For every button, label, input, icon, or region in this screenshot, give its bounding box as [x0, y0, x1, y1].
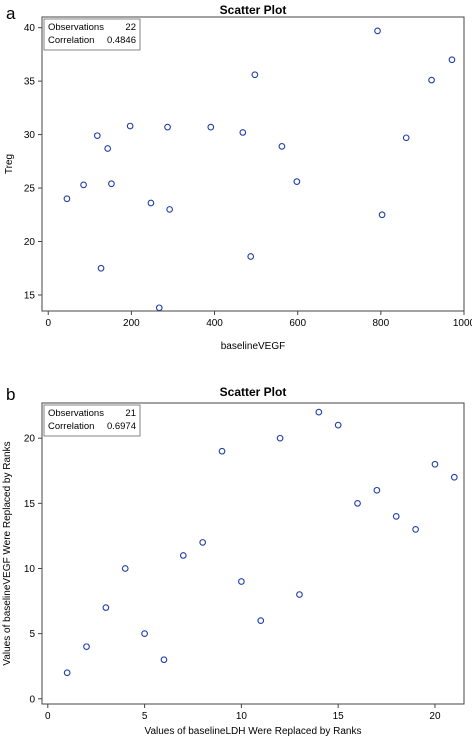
- x-axis-label: Values of baselineLDH Were Replaced by R…: [145, 726, 362, 737]
- x-tick-label: 5: [142, 711, 148, 722]
- chart-title: Scatter Plot: [220, 3, 287, 17]
- stat-value: 0.4846: [107, 35, 136, 46]
- y-tick-label: 20: [24, 237, 36, 248]
- y-tick-label: 35: [24, 77, 36, 88]
- data-point: [448, 56, 456, 64]
- data-point: [63, 669, 71, 677]
- data-point: [102, 604, 110, 611]
- data-point: [147, 199, 155, 207]
- x-tick-label: 0: [45, 711, 51, 722]
- data-point: [278, 143, 286, 150]
- data-point: [392, 513, 400, 520]
- data-point: [141, 630, 148, 637]
- data-point: [238, 578, 245, 585]
- plot-frame: [41, 16, 465, 312]
- panel-letter: b: [6, 385, 15, 404]
- x-axis-label: baselineVEGF: [221, 341, 285, 352]
- data-point: [179, 552, 187, 559]
- y-tick-label: 25: [24, 184, 36, 195]
- data-point: [83, 643, 90, 651]
- data-point: [121, 565, 129, 572]
- x-tick-label: 400: [206, 318, 223, 329]
- data-point: [126, 122, 134, 130]
- data-point: [412, 526, 419, 533]
- data-point: [374, 27, 381, 35]
- data-point: [251, 71, 259, 79]
- data-point: [373, 486, 381, 494]
- data-point: [239, 129, 247, 136]
- y-tick-label: 10: [24, 564, 36, 575]
- data-point: [80, 181, 87, 189]
- scatter-panel-b: b Scatter Plot 0 5 10 15 20 0 5 10 15 20 Values of b…: [2, 385, 465, 737]
- data-point: [450, 473, 458, 481]
- scatter-panel-a: a Scatter Plot 0 200 400 600 800 1000 15 20 25 30 35…: [4, 3, 472, 352]
- data-point: [166, 206, 173, 213]
- y-tick-label: 15: [24, 499, 36, 510]
- data-point: [431, 460, 439, 468]
- stats-box: [43, 18, 141, 51]
- data-point: [257, 617, 265, 624]
- y-tick-label: 5: [29, 629, 35, 640]
- x-tick-label: 10: [236, 711, 248, 722]
- x-tick-label: 600: [289, 318, 306, 329]
- data-point: [315, 408, 323, 416]
- x-tick-label: 200: [123, 318, 140, 329]
- y-tick-label: 20: [24, 434, 36, 445]
- stat-value: 22: [125, 22, 136, 33]
- data-point: [247, 253, 255, 260]
- data-point: [378, 211, 386, 219]
- stat-value: 0.6974: [107, 421, 136, 432]
- data-point: [160, 656, 168, 664]
- data-point: [207, 123, 215, 131]
- data-point: [199, 539, 207, 546]
- y-axis-label: Values of baselineVEGF Were Replaced by …: [2, 441, 13, 665]
- stat-label: Observations: [48, 22, 104, 33]
- data-point: [164, 123, 171, 131]
- stat-label: Correlation: [48, 421, 94, 432]
- panel-letter: a: [6, 4, 16, 23]
- chart-title: Scatter Plot: [220, 385, 287, 399]
- stat-label: Observations: [48, 408, 104, 419]
- data-point: [155, 304, 163, 312]
- data-point: [296, 591, 303, 598]
- data-point: [63, 195, 71, 203]
- data-point: [276, 434, 284, 442]
- x-tick-label: 0: [45, 318, 51, 329]
- data-point: [334, 421, 342, 429]
- x-tick-label: 15: [333, 711, 345, 722]
- data-point: [93, 132, 101, 140]
- data-point: [104, 145, 112, 152]
- data-point: [428, 76, 435, 84]
- y-tick-label: 0: [29, 694, 35, 705]
- stats-box: [43, 404, 141, 437]
- y-tick-label: 15: [24, 290, 36, 301]
- data-point: [97, 264, 105, 272]
- x-tick-label: 20: [429, 711, 441, 722]
- data-point: [402, 134, 410, 142]
- x-tick-label: 1000: [453, 318, 472, 329]
- stat-value: 21: [125, 408, 136, 419]
- data-point: [108, 180, 115, 188]
- y-tick-label: 30: [24, 130, 36, 141]
- plot-frame: [41, 402, 465, 705]
- y-tick-label: 40: [24, 23, 36, 34]
- data-point: [218, 447, 226, 455]
- x-tick-label: 800: [373, 318, 390, 329]
- data-point: [354, 499, 361, 507]
- y-axis-label: Treg: [4, 154, 15, 174]
- data-point: [293, 178, 301, 185]
- stat-label: Correlation: [48, 35, 94, 46]
